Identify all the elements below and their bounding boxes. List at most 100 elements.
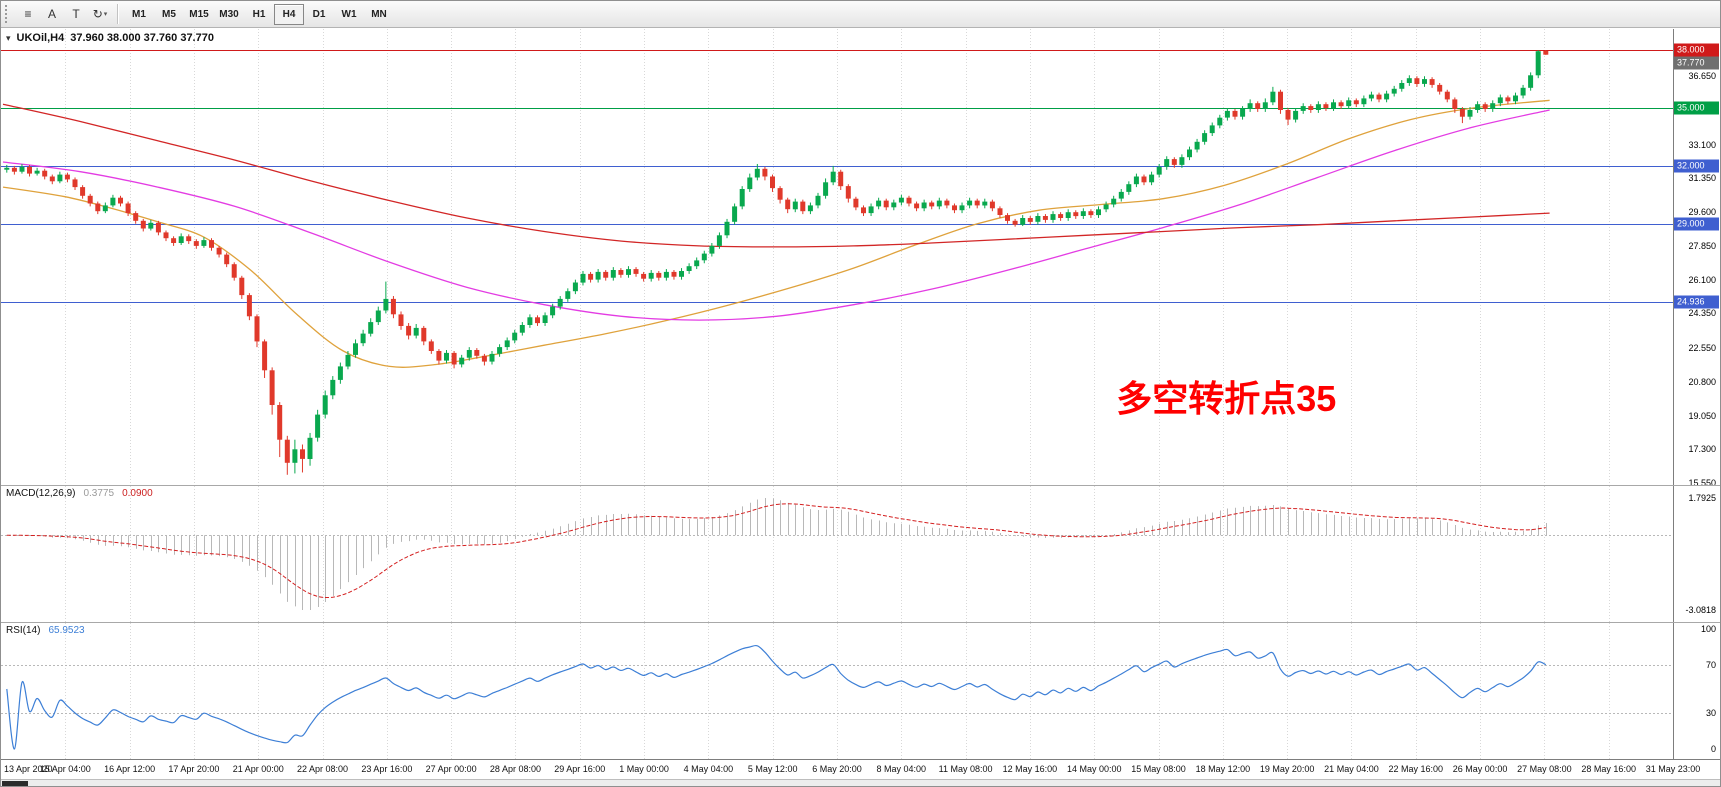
candle xyxy=(709,243,715,257)
candle xyxy=(868,203,874,217)
candle xyxy=(163,230,169,242)
candle-body xyxy=(1118,191,1124,199)
price-axis-tick: 29.600 xyxy=(1688,207,1716,217)
timeframe-button-m15[interactable]: M15 xyxy=(189,8,209,20)
candle xyxy=(838,169,844,190)
candle-body xyxy=(1141,176,1147,183)
candle-body xyxy=(337,366,343,380)
candle-body xyxy=(747,177,753,190)
candle-body xyxy=(1497,97,1503,104)
tool-button-text-t[interactable]: T xyxy=(64,3,88,26)
time-axis[interactable]: 13 Apr 2020 15 Apr 04:00 16 Apr 12:00 17 Ap… xyxy=(1,759,1720,780)
candle-body xyxy=(1065,212,1071,218)
candle-body xyxy=(610,270,616,278)
main-chart-plot[interactable]: ▾ UKOil,H4 37.960 38.000 37.760 37.770 多… xyxy=(1,29,1673,485)
candle-body xyxy=(762,168,768,177)
time-axis-label: 17 Apr 20:00 xyxy=(168,764,220,774)
candle-body xyxy=(239,277,245,296)
candle-body xyxy=(171,238,177,243)
candle xyxy=(224,252,230,268)
candle xyxy=(914,201,920,212)
macd-axis[interactable]: 1.7925 -3.0818 xyxy=(1673,486,1720,622)
candle xyxy=(254,314,260,348)
candle xyxy=(489,350,495,365)
timeframe-button-m5[interactable]: M5 xyxy=(162,8,176,20)
candle-body xyxy=(504,340,510,348)
candle-body xyxy=(1293,110,1299,120)
tool-button-text-a[interactable]: A xyxy=(40,3,64,26)
candle xyxy=(952,203,957,214)
time-axis-label: 6 May 20:00 xyxy=(812,764,862,774)
candle xyxy=(95,201,101,215)
candle xyxy=(1103,201,1109,213)
candle-body xyxy=(390,298,396,315)
candle-body xyxy=(800,201,806,212)
candle-body xyxy=(72,179,78,188)
candle xyxy=(421,325,427,346)
candle-body xyxy=(1323,104,1329,109)
candle xyxy=(671,270,677,280)
candle-body xyxy=(777,188,783,200)
macd-canvas[interactable] xyxy=(1,486,1673,622)
candle xyxy=(929,200,935,210)
candle-body xyxy=(466,350,472,358)
candle xyxy=(193,239,199,249)
candle xyxy=(527,314,533,328)
candle xyxy=(216,245,222,258)
candle xyxy=(1391,85,1397,97)
candle xyxy=(1406,75,1412,86)
candle-body xyxy=(1133,176,1139,185)
timeframe-button-d1[interactable]: D1 xyxy=(312,8,326,20)
horizontal-scrollbar[interactable] xyxy=(1,779,1720,786)
candle xyxy=(580,270,586,286)
candle xyxy=(133,211,139,224)
candle xyxy=(42,168,48,180)
candle-body xyxy=(982,201,988,206)
rsi-canvas[interactable] xyxy=(1,623,1673,759)
main-chart-canvas[interactable] xyxy=(1,29,1673,485)
timeframe-button-m30[interactable]: M30 xyxy=(219,8,239,20)
grid-lines xyxy=(65,486,1610,622)
price-level-badge: 24.936 xyxy=(1674,295,1719,309)
candle xyxy=(80,185,86,199)
candle xyxy=(762,166,768,181)
price-axis-tick: 33.100 xyxy=(1688,140,1716,150)
timeframe-button-w1[interactable]: W1 xyxy=(341,8,357,20)
macd-plot[interactable]: MACD(12,26,9) 0.3775 0.0900 xyxy=(1,486,1673,622)
rsi-axis[interactable]: 100 70 30 0 xyxy=(1673,623,1720,759)
candle-body xyxy=(648,272,654,279)
candle xyxy=(1096,206,1101,218)
candle-body xyxy=(1240,109,1246,117)
candle-body xyxy=(110,197,116,206)
candle xyxy=(1497,94,1503,107)
main-price-axis[interactable]: 36.650 33.100 31.350 29.600 27.850 26.100 24.3… xyxy=(1673,29,1720,485)
candle-body xyxy=(42,170,48,177)
timeframe-button-mn[interactable]: MN xyxy=(371,8,387,20)
rsi-plot[interactable]: RSI(14) 65.9523 xyxy=(1,623,1673,759)
candle-body xyxy=(186,236,192,242)
timeframe-button-h4[interactable]: H4 xyxy=(274,3,304,25)
candle-body xyxy=(277,405,283,440)
dropdown-caret-icon: ▾ xyxy=(103,11,108,18)
candle xyxy=(663,269,669,281)
scrollbar-thumb[interactable] xyxy=(2,781,28,786)
chart-symbol-timeframe: UKOil,H4 xyxy=(16,32,65,44)
toolbar-grip[interactable] xyxy=(5,5,12,23)
timeframe-button-h1[interactable]: H1 xyxy=(252,8,266,20)
candle-body xyxy=(1376,94,1382,100)
candle xyxy=(1422,76,1427,87)
timeframe-button-m1[interactable]: M1 xyxy=(132,8,146,20)
macd-header: MACD(12,26,9) 0.3775 0.0900 xyxy=(6,488,153,499)
time-axis-label: 14 May 00:00 xyxy=(1066,764,1122,774)
tool-button-redo[interactable]: ↻ ▾ xyxy=(88,3,112,26)
price-level-badge: 29.000 xyxy=(1674,217,1719,231)
candle-body xyxy=(1103,204,1109,210)
candle-body xyxy=(1422,79,1427,84)
candle-body xyxy=(345,354,351,367)
candle xyxy=(34,167,40,176)
chart-dropdown-arrow-icon[interactable]: ▾ xyxy=(6,32,11,43)
tool-button-chart-list[interactable]: ≡ xyxy=(16,3,40,26)
candle-body xyxy=(1126,184,1132,192)
candle xyxy=(1482,102,1488,112)
